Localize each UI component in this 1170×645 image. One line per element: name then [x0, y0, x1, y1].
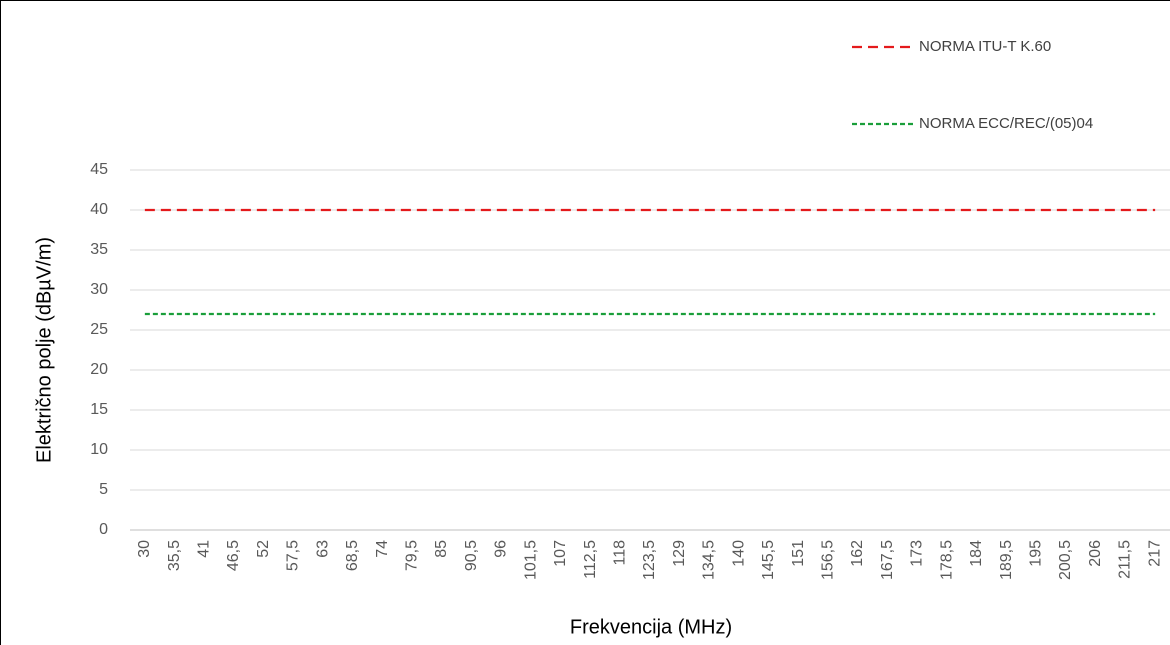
x-tick-label: 145,5 — [760, 540, 777, 580]
x-tick-label: 151 — [790, 540, 807, 567]
x-tick-label: 63 — [314, 540, 331, 558]
x-tick-label: 112,5 — [582, 540, 599, 579]
x-tick-label: 217 — [1146, 540, 1163, 567]
y-tick-label: 0 — [99, 521, 108, 538]
y-axis-title: Električno polje (dBµV/m) — [33, 237, 55, 463]
x-tick-label: 173 — [909, 540, 926, 567]
x-tick-label: 178,5 — [938, 540, 955, 580]
y-tick-label: 30 — [90, 281, 108, 298]
x-tick-label: 35,5 — [166, 540, 183, 571]
x-tick-label: 162 — [849, 540, 866, 567]
x-tick-label: 30 — [136, 540, 153, 558]
y-tick-label: 10 — [90, 441, 108, 458]
x-tick-label: 101,5 — [522, 540, 539, 580]
y-tick-label: 35 — [90, 241, 108, 258]
x-tick-label: 195 — [1028, 540, 1045, 567]
y-tick-label: 5 — [99, 481, 108, 498]
x-tick-label: 211,5 — [1117, 540, 1134, 579]
x-tick-label: 184 — [968, 540, 985, 567]
x-tick-label: 79,5 — [404, 540, 421, 571]
y-tick-label: 40 — [90, 201, 108, 218]
legend-label: NORMA ECC/REC/(05)04 — [919, 115, 1093, 132]
y-tick-label: 20 — [90, 361, 108, 378]
x-tick-label: 74 — [374, 540, 391, 558]
legend-label: NORMA ITU-T K.60 — [919, 38, 1051, 55]
x-tick-label: 90,5 — [463, 540, 480, 571]
x-tick-label: 118 — [612, 540, 629, 566]
x-tick-label: 129 — [671, 540, 688, 567]
x-tick-label: 52 — [255, 540, 272, 558]
x-tick-label: 206 — [1087, 540, 1104, 567]
y-tick-label: 45 — [90, 161, 108, 178]
x-axis-title: Frekvencija (MHz) — [570, 616, 732, 638]
x-tick-label: 96 — [493, 540, 510, 558]
x-tick-label: 156,5 — [820, 540, 837, 580]
y-tick-label: 25 — [90, 321, 108, 338]
x-tick-label: 200,5 — [1057, 540, 1074, 580]
x-tick-label: 68,5 — [344, 540, 361, 571]
x-tick-label: 123,5 — [641, 540, 658, 580]
x-tick-label: 46,5 — [225, 540, 242, 571]
x-tick-label: 41 — [196, 540, 213, 558]
x-tick-label: 57,5 — [285, 540, 302, 571]
x-tick-label: 167,5 — [879, 540, 896, 580]
x-tick-label: 134,5 — [701, 540, 718, 580]
x-tick-label: 107 — [552, 540, 569, 567]
x-tick-label: 140 — [730, 540, 747, 567]
x-tick-label: 85 — [433, 540, 450, 558]
y-tick-label: 15 — [90, 401, 108, 418]
x-tick-label: 189,5 — [998, 540, 1015, 580]
